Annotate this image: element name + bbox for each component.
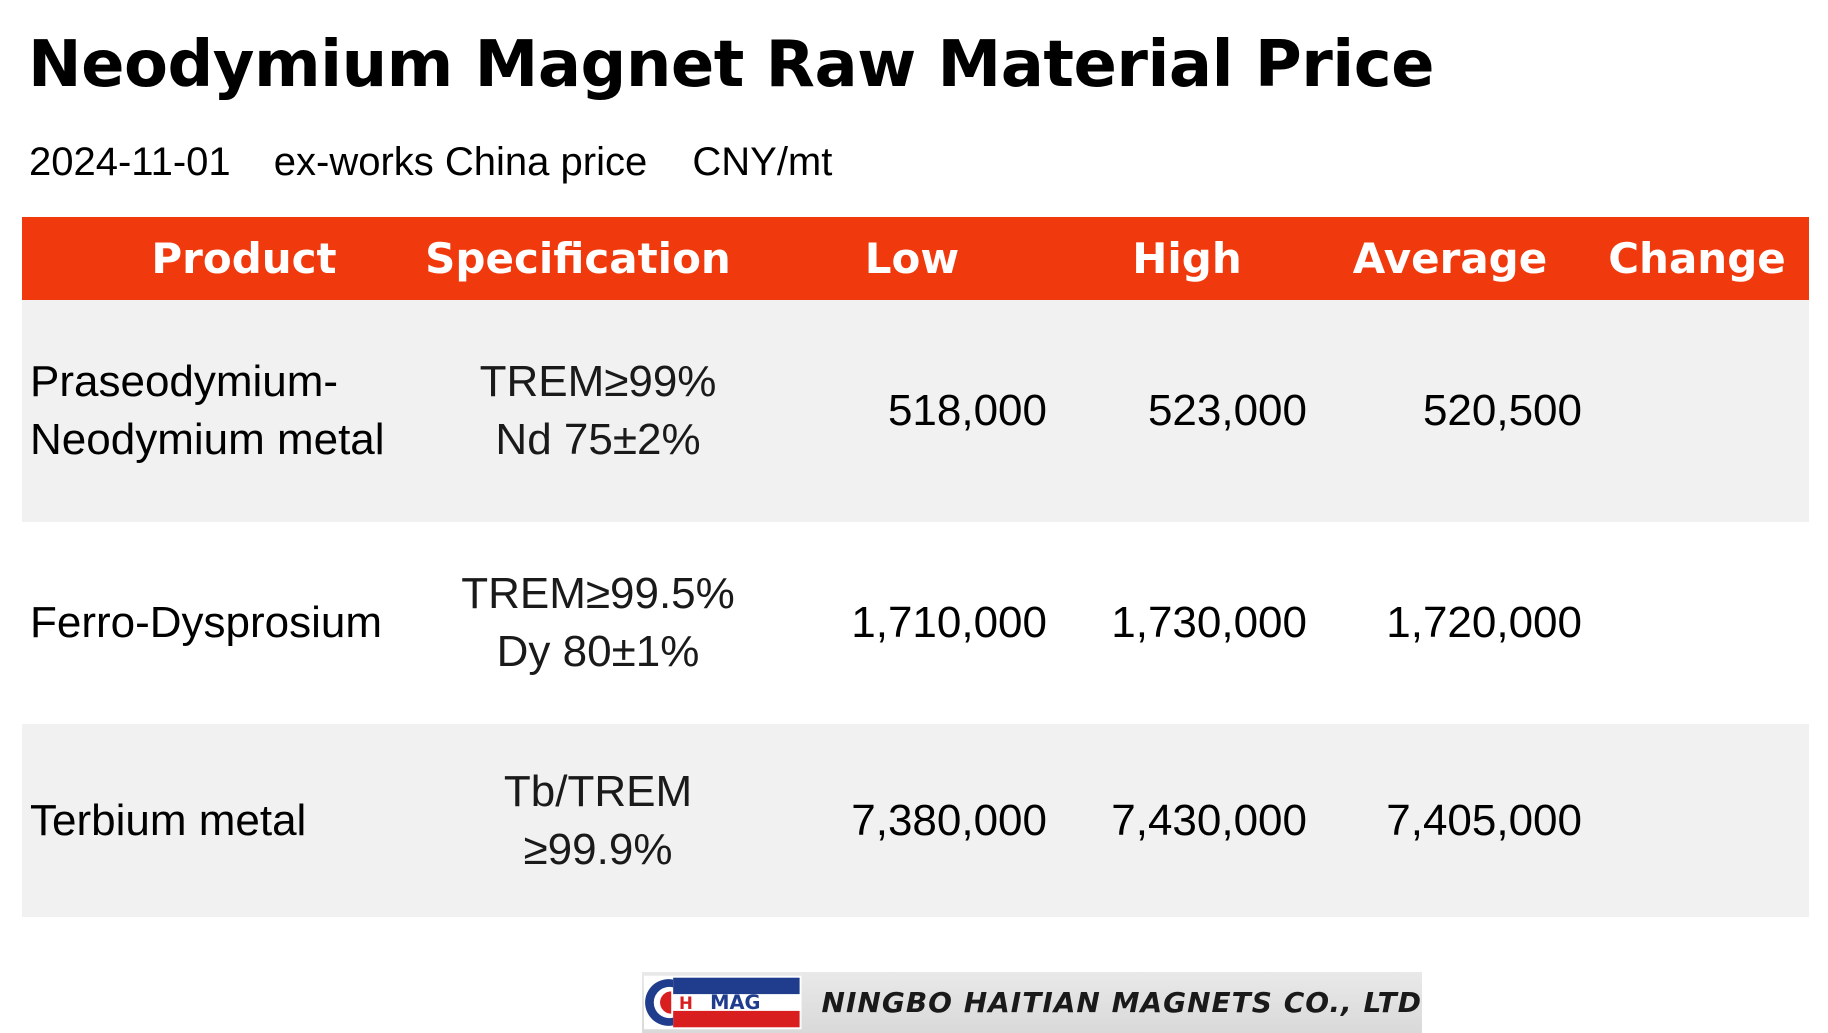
header-change: Change [1608,234,1786,283]
header-average: Average [1352,234,1548,283]
high-price-cell: 1,730,000 [1111,598,1307,647]
spec-cell: TREM≥99.5% Dy 80±1% [428,522,768,724]
low-price-cell: 1,710,000 [851,598,1047,647]
spec-line: Nd 75±2% [495,415,701,464]
table-row: Terbium metal Tb/TREM ≥99.9% 7,380,000 7… [22,724,1809,917]
table-row: Praseodymium- Neodymium metal TREM≥99% N… [22,300,1809,522]
high-price-cell: 523,000 [1147,386,1307,435]
product-name-line: Ferro-Dysprosium [30,598,383,647]
price-unit: CNY/mt [692,140,833,184]
spec-line: Dy 80±1% [496,627,700,676]
company-logo-icon: H MAG [644,975,802,1030]
header-low: Low [864,234,960,283]
spec-line: TREM≥99.5% [461,569,735,618]
page-title: Neodymium Magnet Raw Material Price [28,28,1435,102]
product-cell: Praseodymium- Neodymium metal [30,300,430,522]
product-cell: Terbium metal [30,724,430,917]
header-specification: Specification [425,234,731,283]
logo-letter: H [679,994,693,1013]
price-date: 2024-11-01 [29,140,231,184]
spec-line: Tb/TREM [503,766,693,816]
spec-line: ≥99.9% [523,824,673,874]
spec-cell: Tb/TREM ≥99.9% [428,724,768,917]
company-logo-bar: H MAG NINGBO HAITIAN MAGNETS CO., LTD [642,972,1422,1033]
product-cell: Ferro-Dysprosium [30,522,430,724]
price-table: Product Specification Low High Average C… [22,217,1809,917]
average-price-cell: 1,720,000 [1386,598,1582,647]
product-name-line: Neodymium metal [30,415,385,464]
header-high: High [1132,234,1242,283]
table-row: Ferro-Dysprosium TREM≥99.5% Dy 80±1% 1,7… [22,522,1809,724]
logo-letters: MAG [710,991,760,1014]
change-cell [1582,300,1792,522]
low-price-cell: 518,000 [887,386,1047,435]
subtitle: 2024-11-01 ex-works China price CNY/mt [29,140,832,185]
price-basis: ex-works China price [273,140,648,184]
company-name: NINGBO HAITIAN MAGNETS CO., LTD [821,986,1422,1019]
product-name-line: Praseodymium- [30,357,339,406]
change-cell [1582,724,1792,917]
change-cell [1582,522,1792,724]
product-name-line: Terbium metal [30,795,307,845]
header-product: Product [151,234,337,283]
high-price-cell: 7,430,000 [1111,795,1307,845]
spec-line: TREM≥99% [479,357,717,406]
average-price-cell: 520,500 [1422,386,1582,435]
low-price-cell: 7,380,000 [851,795,1047,845]
average-price-cell: 7,405,000 [1386,795,1582,845]
spec-cell: TREM≥99% Nd 75±2% [428,300,768,522]
table-header: Product Specification Low High Average C… [22,217,1809,300]
